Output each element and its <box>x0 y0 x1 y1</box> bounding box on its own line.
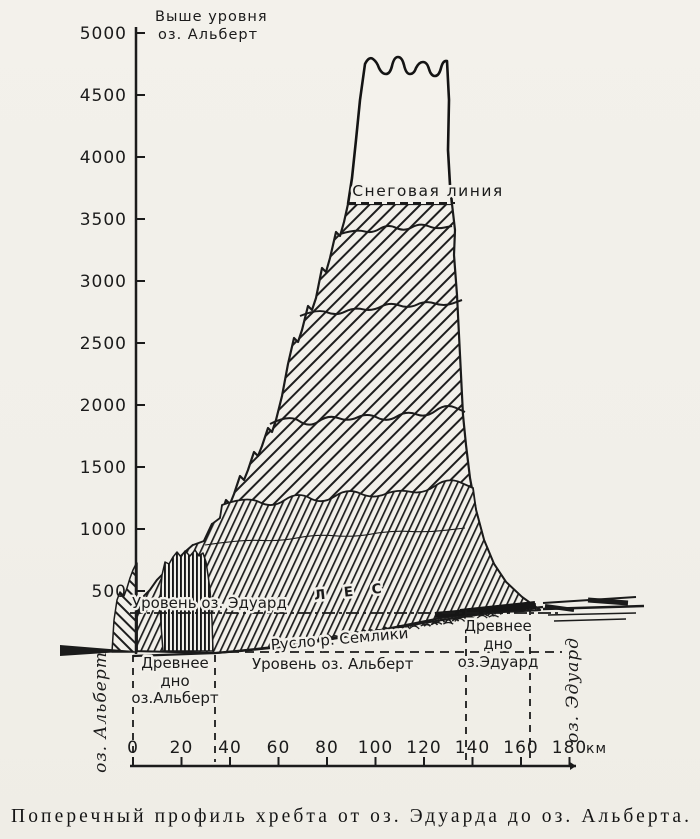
x-tick-label: 60 <box>267 738 291 758</box>
ancient-bottom-albert-line3: оз.Альберт <box>131 689 219 707</box>
x-tick-label: 40 <box>218 738 242 758</box>
snow-cap <box>348 57 452 204</box>
x-axis-ticks: 0 20 40 60 80 100 120 140 160 180 <box>127 738 587 766</box>
foot-tree-band-2 <box>459 601 536 613</box>
left-tower <box>159 549 214 652</box>
y-tick-label: 2500 <box>80 334 127 354</box>
y-tick-label: 1000 <box>80 520 127 540</box>
y-axis-ticks: 5000 4500 4000 3500 3000 2500 2000 1500 1000 500 <box>80 24 145 602</box>
x-tick-label: 20 <box>170 738 194 758</box>
valley-features <box>60 596 645 658</box>
terrace-contour-1 <box>339 223 453 235</box>
x-axis-unit: км <box>586 741 607 757</box>
left-lake-name: оз. Альберт <box>91 651 111 773</box>
x-tick-label: 100 <box>358 738 393 758</box>
y-tick-label: 3500 <box>80 210 127 230</box>
y-axis-title-line2: оз. Альберт <box>158 27 258 43</box>
x-tick-label: 120 <box>406 738 441 758</box>
terrace-contour-thin <box>204 527 466 546</box>
x-tick-label: 140 <box>455 738 490 758</box>
x-axis-end-mark <box>570 762 576 770</box>
y-tick-label: 1500 <box>80 458 127 478</box>
snow-cap-outline <box>346 55 454 205</box>
ancient-bottom-edward-line2: дно <box>483 635 512 653</box>
axes: 500045004000350030002500200015001000500 … <box>80 24 607 770</box>
lake-albert-level-label: Уровень оз. Альберт <box>252 655 414 673</box>
terrace-contour-2 <box>299 299 463 317</box>
lake-edward-strata <box>542 596 645 622</box>
figure-caption: Поперечный профиль хребта от оз. Эдуарда… <box>11 806 689 827</box>
ancient-bottom-albert-line1: Древнее <box>141 654 209 672</box>
ancient-bottom-albert-line2: дно <box>160 672 189 690</box>
y-tick-label: 3000 <box>80 272 127 292</box>
x-tick-label: 180 <box>552 738 587 758</box>
snow-line-label: Снеговая линия <box>352 182 504 200</box>
forest-trees-upper <box>329 614 499 640</box>
terrace-contour-3 <box>269 404 466 426</box>
x-tick-label: 160 <box>503 738 538 758</box>
right-lake-name: оз. Эдуард <box>563 637 583 743</box>
y-tick-label: 4500 <box>80 86 127 106</box>
y-tick-label: 500 <box>92 582 127 602</box>
lake-edward-level-label: Уровень оз. Эдуард <box>132 594 287 612</box>
x-tick-label: 0 <box>127 738 139 758</box>
ancient-bottom-edward-label: Древнее дно оз.Эдуард <box>455 615 541 674</box>
mountain-basal-band <box>136 479 541 654</box>
ancient-bottom-edward-line3: оз.Эдуард <box>458 653 539 671</box>
y-tick-label: 2000 <box>80 396 127 416</box>
mountain-profile <box>111 55 542 655</box>
y-tick-label: 5000 <box>80 24 127 44</box>
ancient-bottom-albert-label: Древнее дно оз.Альберт <box>129 652 222 710</box>
ancient-bottom-edward-line1: Древнее <box>464 617 532 635</box>
figure-labels: Выше уровня оз. Альберт Снеговая линия У… <box>91 9 583 773</box>
y-tick-label: 4000 <box>80 148 127 168</box>
lake-albert-shore <box>60 645 135 656</box>
x-tick-label: 80 <box>315 738 339 758</box>
reference-lines <box>130 202 562 762</box>
y-axis-title-line1: Выше уровня <box>155 9 268 25</box>
